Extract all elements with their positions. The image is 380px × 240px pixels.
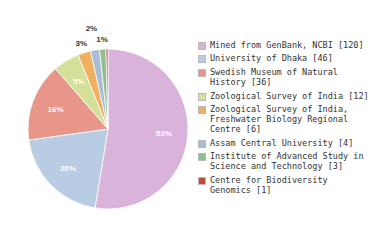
html-text:Assam Central University [4]: Assam Central University [4] bbox=[210, 137, 354, 148]
svg-text:5%: 5% bbox=[73, 77, 85, 86]
html-text:Centre for Biodiversity Genomi: Centre for Biodiversity Genomics [1] bbox=[210, 174, 328, 195]
svg-text:3%: 3% bbox=[75, 39, 87, 48]
html-text:University of Dhaka [46]: University of Dhaka [46] bbox=[210, 53, 333, 64]
svg-text:2%: 2% bbox=[86, 24, 98, 33]
svg-text:16%: 16% bbox=[48, 105, 64, 114]
html-text:Zoological Survey of India [12: Zoological Survey of India [12] bbox=[210, 90, 369, 101]
svg-text:20%: 20% bbox=[60, 164, 76, 173]
svg-text:1%: 1% bbox=[96, 35, 108, 44]
html-text:Institute of Advanced Study in: Institute of Advanced Study in Science a… bbox=[210, 151, 364, 172]
svg-text:53%: 53% bbox=[156, 129, 172, 138]
html-text:Mined from GenBank, NCBI [120]: Mined from GenBank, NCBI [120] bbox=[210, 39, 364, 50]
html-text:Zoological Survey of India, Fr: Zoological Survey of India, Freshwater B… bbox=[210, 104, 349, 134]
html-text:Swedish Museum of Natural Hist: Swedish Museum of Natural History [36] bbox=[210, 67, 338, 87]
